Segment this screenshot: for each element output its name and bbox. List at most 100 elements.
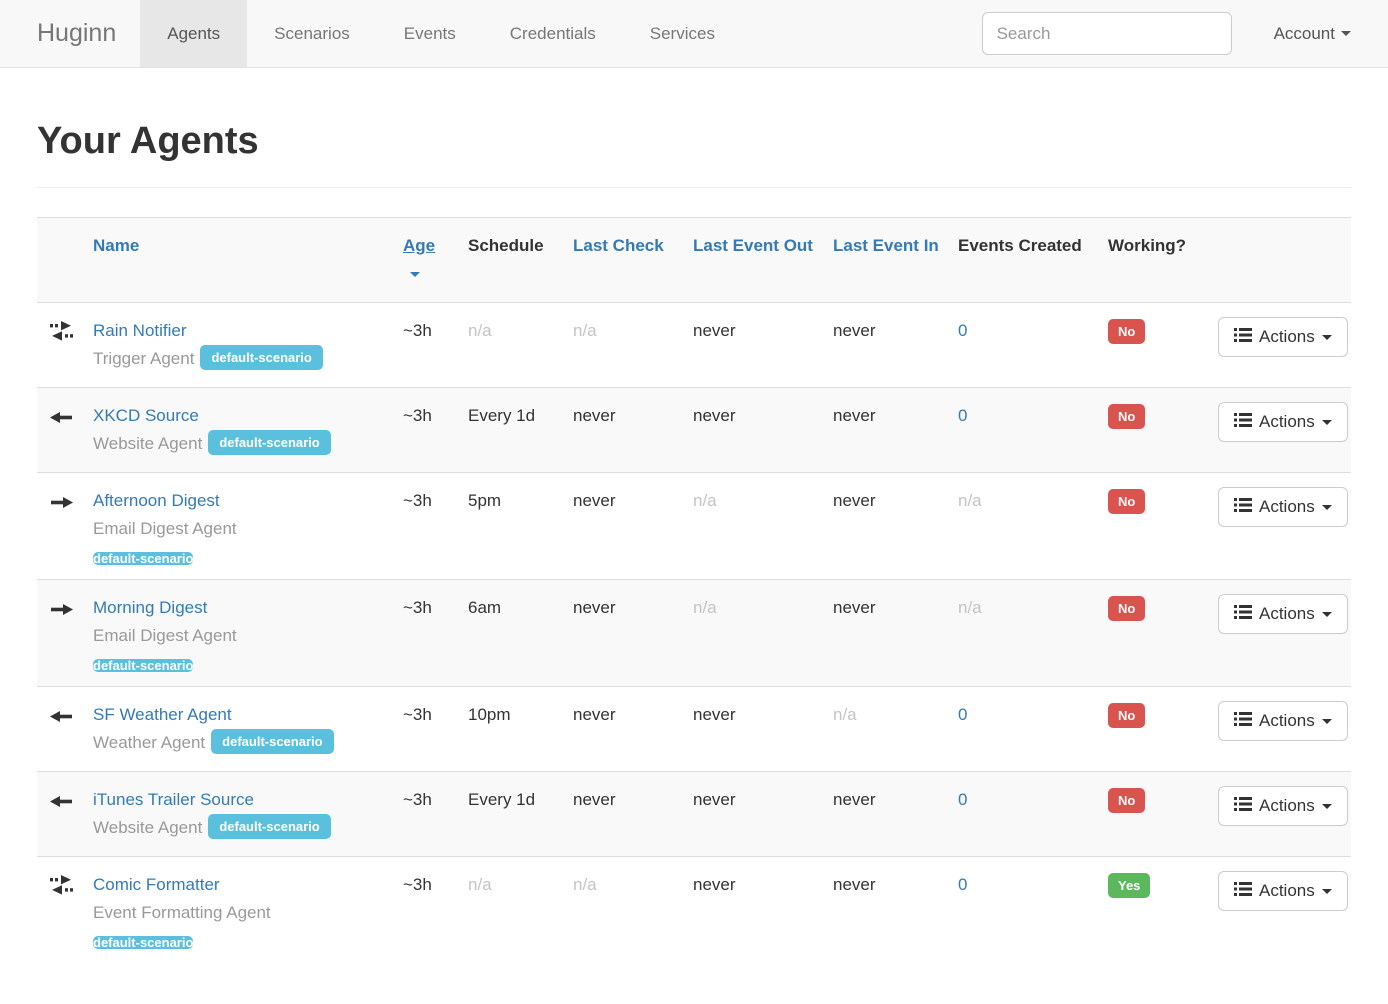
nav-item-credentials[interactable]: Credentials bbox=[483, 0, 623, 67]
scenario-badge[interactable]: default-scenario bbox=[211, 729, 334, 754]
nav-item-label: Credentials bbox=[509, 23, 596, 43]
agent-name-link[interactable]: iTunes Trailer Source bbox=[93, 790, 254, 809]
scenario-badge[interactable]: default-scenario bbox=[93, 551, 194, 566]
scenario-badge[interactable]: default-scenario bbox=[93, 935, 194, 950]
actions-button-label: Actions bbox=[1259, 497, 1315, 516]
brand-link[interactable]: Huginn bbox=[37, 19, 117, 47]
agent-name-link[interactable]: XKCD Source bbox=[93, 406, 199, 425]
actions-cell: Actions bbox=[1210, 387, 1351, 473]
actions-button[interactable]: Actions bbox=[1218, 786, 1348, 826]
scenario-badge[interactable]: default-scenario bbox=[93, 658, 194, 673]
actions-cell: Actions bbox=[1210, 771, 1351, 857]
events-created-cell: 0 bbox=[950, 856, 1100, 963]
events-created-link[interactable]: 0 bbox=[958, 705, 968, 724]
agent-name-link[interactable]: SF Weather Agent bbox=[93, 705, 232, 724]
search-input[interactable] bbox=[981, 12, 1232, 55]
nav-item-scenarios[interactable]: Scenarios bbox=[247, 0, 377, 67]
last-event-in-cell: never bbox=[825, 579, 950, 687]
events-created-cell: 0 bbox=[950, 387, 1100, 473]
flow-left-arrow-icon bbox=[50, 705, 73, 733]
last-check-cell: never bbox=[565, 387, 685, 473]
agent-type-label: Email Digest Agent bbox=[93, 519, 237, 538]
working-column-header: Working? bbox=[1100, 217, 1210, 303]
working-badge: No bbox=[1108, 489, 1146, 514]
agent-name-link[interactable]: Morning Digest bbox=[93, 598, 208, 617]
sort-by-last-event-out[interactable]: Last Event Out bbox=[693, 236, 813, 255]
actions-button[interactable]: Actions bbox=[1218, 317, 1348, 357]
events-created-link[interactable]: 0 bbox=[958, 321, 968, 340]
sort-by-last-check[interactable]: Last Check bbox=[573, 236, 664, 255]
agent-row: Rain Notifier Trigger Agent default-scena… bbox=[37, 302, 1351, 388]
working-cell: Yes bbox=[1100, 856, 1210, 963]
actions-cell: Actions bbox=[1210, 856, 1351, 963]
agent-type-line: Website Agent default-scenario bbox=[93, 814, 387, 842]
agent-row: Comic Formatter Event Formatting Agent de… bbox=[37, 856, 1351, 963]
schedule-cell: n/a bbox=[460, 302, 565, 388]
nav-item-services[interactable]: Services bbox=[623, 0, 742, 67]
schedule-cell: 10pm bbox=[460, 686, 565, 772]
agent-name-link[interactable]: Afternoon Digest bbox=[93, 491, 220, 510]
events-created-link[interactable]: 0 bbox=[958, 790, 968, 809]
scenario-badge[interactable]: default-scenario bbox=[208, 814, 331, 839]
schedule-cell: 5pm bbox=[460, 472, 565, 580]
agent-row: Morning Digest Email Digest Agent default… bbox=[37, 579, 1351, 687]
agent-type-label: Website Agent bbox=[93, 434, 203, 453]
actions-cell: Actions bbox=[1210, 302, 1351, 388]
agents-table: Name Age Schedule Last Check Last Event … bbox=[37, 217, 1351, 963]
agents-table-header: Name Age Schedule Last Check Last Event … bbox=[37, 217, 1351, 303]
list-icon bbox=[1234, 327, 1252, 347]
agent-type-line: Email Digest Agent default-scenario bbox=[93, 515, 387, 565]
actions-button-label: Actions bbox=[1259, 327, 1315, 346]
nav-item-events[interactable]: Events bbox=[377, 0, 483, 67]
last-event-out-cell: never bbox=[685, 387, 825, 473]
events-created-link[interactable]: 0 bbox=[958, 406, 968, 425]
last-event-in-cell: never bbox=[825, 771, 950, 857]
working-cell: No bbox=[1100, 771, 1210, 857]
sort-by-last-event-in[interactable]: Last Event In bbox=[833, 236, 939, 255]
working-badge: No bbox=[1108, 319, 1146, 344]
sort-by-age[interactable]: Age bbox=[403, 236, 436, 255]
schedule-cell: Every 1d bbox=[460, 387, 565, 473]
agent-name-link[interactable]: Comic Formatter bbox=[93, 875, 220, 894]
nav-item-label: Events bbox=[403, 23, 456, 43]
events-created-cell: n/a bbox=[950, 472, 1100, 580]
list-icon bbox=[1234, 796, 1252, 816]
working-cell: No bbox=[1100, 472, 1210, 580]
flow-transfer-icon bbox=[50, 321, 73, 350]
chevron-down-icon bbox=[1321, 803, 1332, 809]
agent-type-line: Trigger Agent default-scenario bbox=[93, 345, 387, 373]
actions-button[interactable]: Actions bbox=[1218, 594, 1348, 634]
chevron-down-icon bbox=[1321, 888, 1332, 894]
agent-type-label: Weather Agent bbox=[93, 733, 206, 752]
last-event-out-cell: n/a bbox=[685, 472, 825, 580]
schedule-cell: Every 1d bbox=[460, 771, 565, 857]
nav-item-agents[interactable]: Agents bbox=[140, 0, 248, 67]
nav-menu: Agents Scenarios Events Credentials Serv… bbox=[140, 0, 742, 67]
flow-right-arrow-icon bbox=[50, 491, 73, 519]
account-dropdown[interactable]: Account bbox=[1274, 24, 1351, 44]
actions-button[interactable]: Actions bbox=[1218, 871, 1348, 911]
actions-button[interactable]: Actions bbox=[1218, 701, 1348, 741]
working-cell: No bbox=[1100, 302, 1210, 388]
working-cell: No bbox=[1100, 686, 1210, 772]
last-check-cell: never bbox=[565, 686, 685, 772]
last-event-in-cell: never bbox=[825, 472, 950, 580]
last-check-cell: n/a bbox=[565, 302, 685, 388]
last-event-in-cell: never bbox=[825, 387, 950, 473]
agent-name-link[interactable]: Rain Notifier bbox=[93, 321, 187, 340]
events-created-na: n/a bbox=[958, 491, 982, 510]
actions-cell: Actions bbox=[1210, 686, 1351, 772]
events-created-cell: n/a bbox=[950, 579, 1100, 687]
actions-button[interactable]: Actions bbox=[1218, 402, 1348, 442]
actions-button[interactable]: Actions bbox=[1218, 487, 1348, 527]
flow-transfer-icon bbox=[50, 875, 73, 904]
scenario-badge[interactable]: default-scenario bbox=[200, 345, 323, 370]
sort-caret-icon bbox=[410, 272, 420, 278]
events-created-link[interactable]: 0 bbox=[958, 875, 968, 894]
sort-by-name[interactable]: Name bbox=[93, 236, 140, 255]
actions-column-header bbox=[1210, 217, 1351, 303]
scenario-badge[interactable]: default-scenario bbox=[208, 430, 331, 455]
last-check-cell: never bbox=[565, 771, 685, 857]
events-created-cell: 0 bbox=[950, 686, 1100, 772]
agents-table-body: Rain Notifier Trigger Agent default-scena… bbox=[37, 302, 1351, 963]
